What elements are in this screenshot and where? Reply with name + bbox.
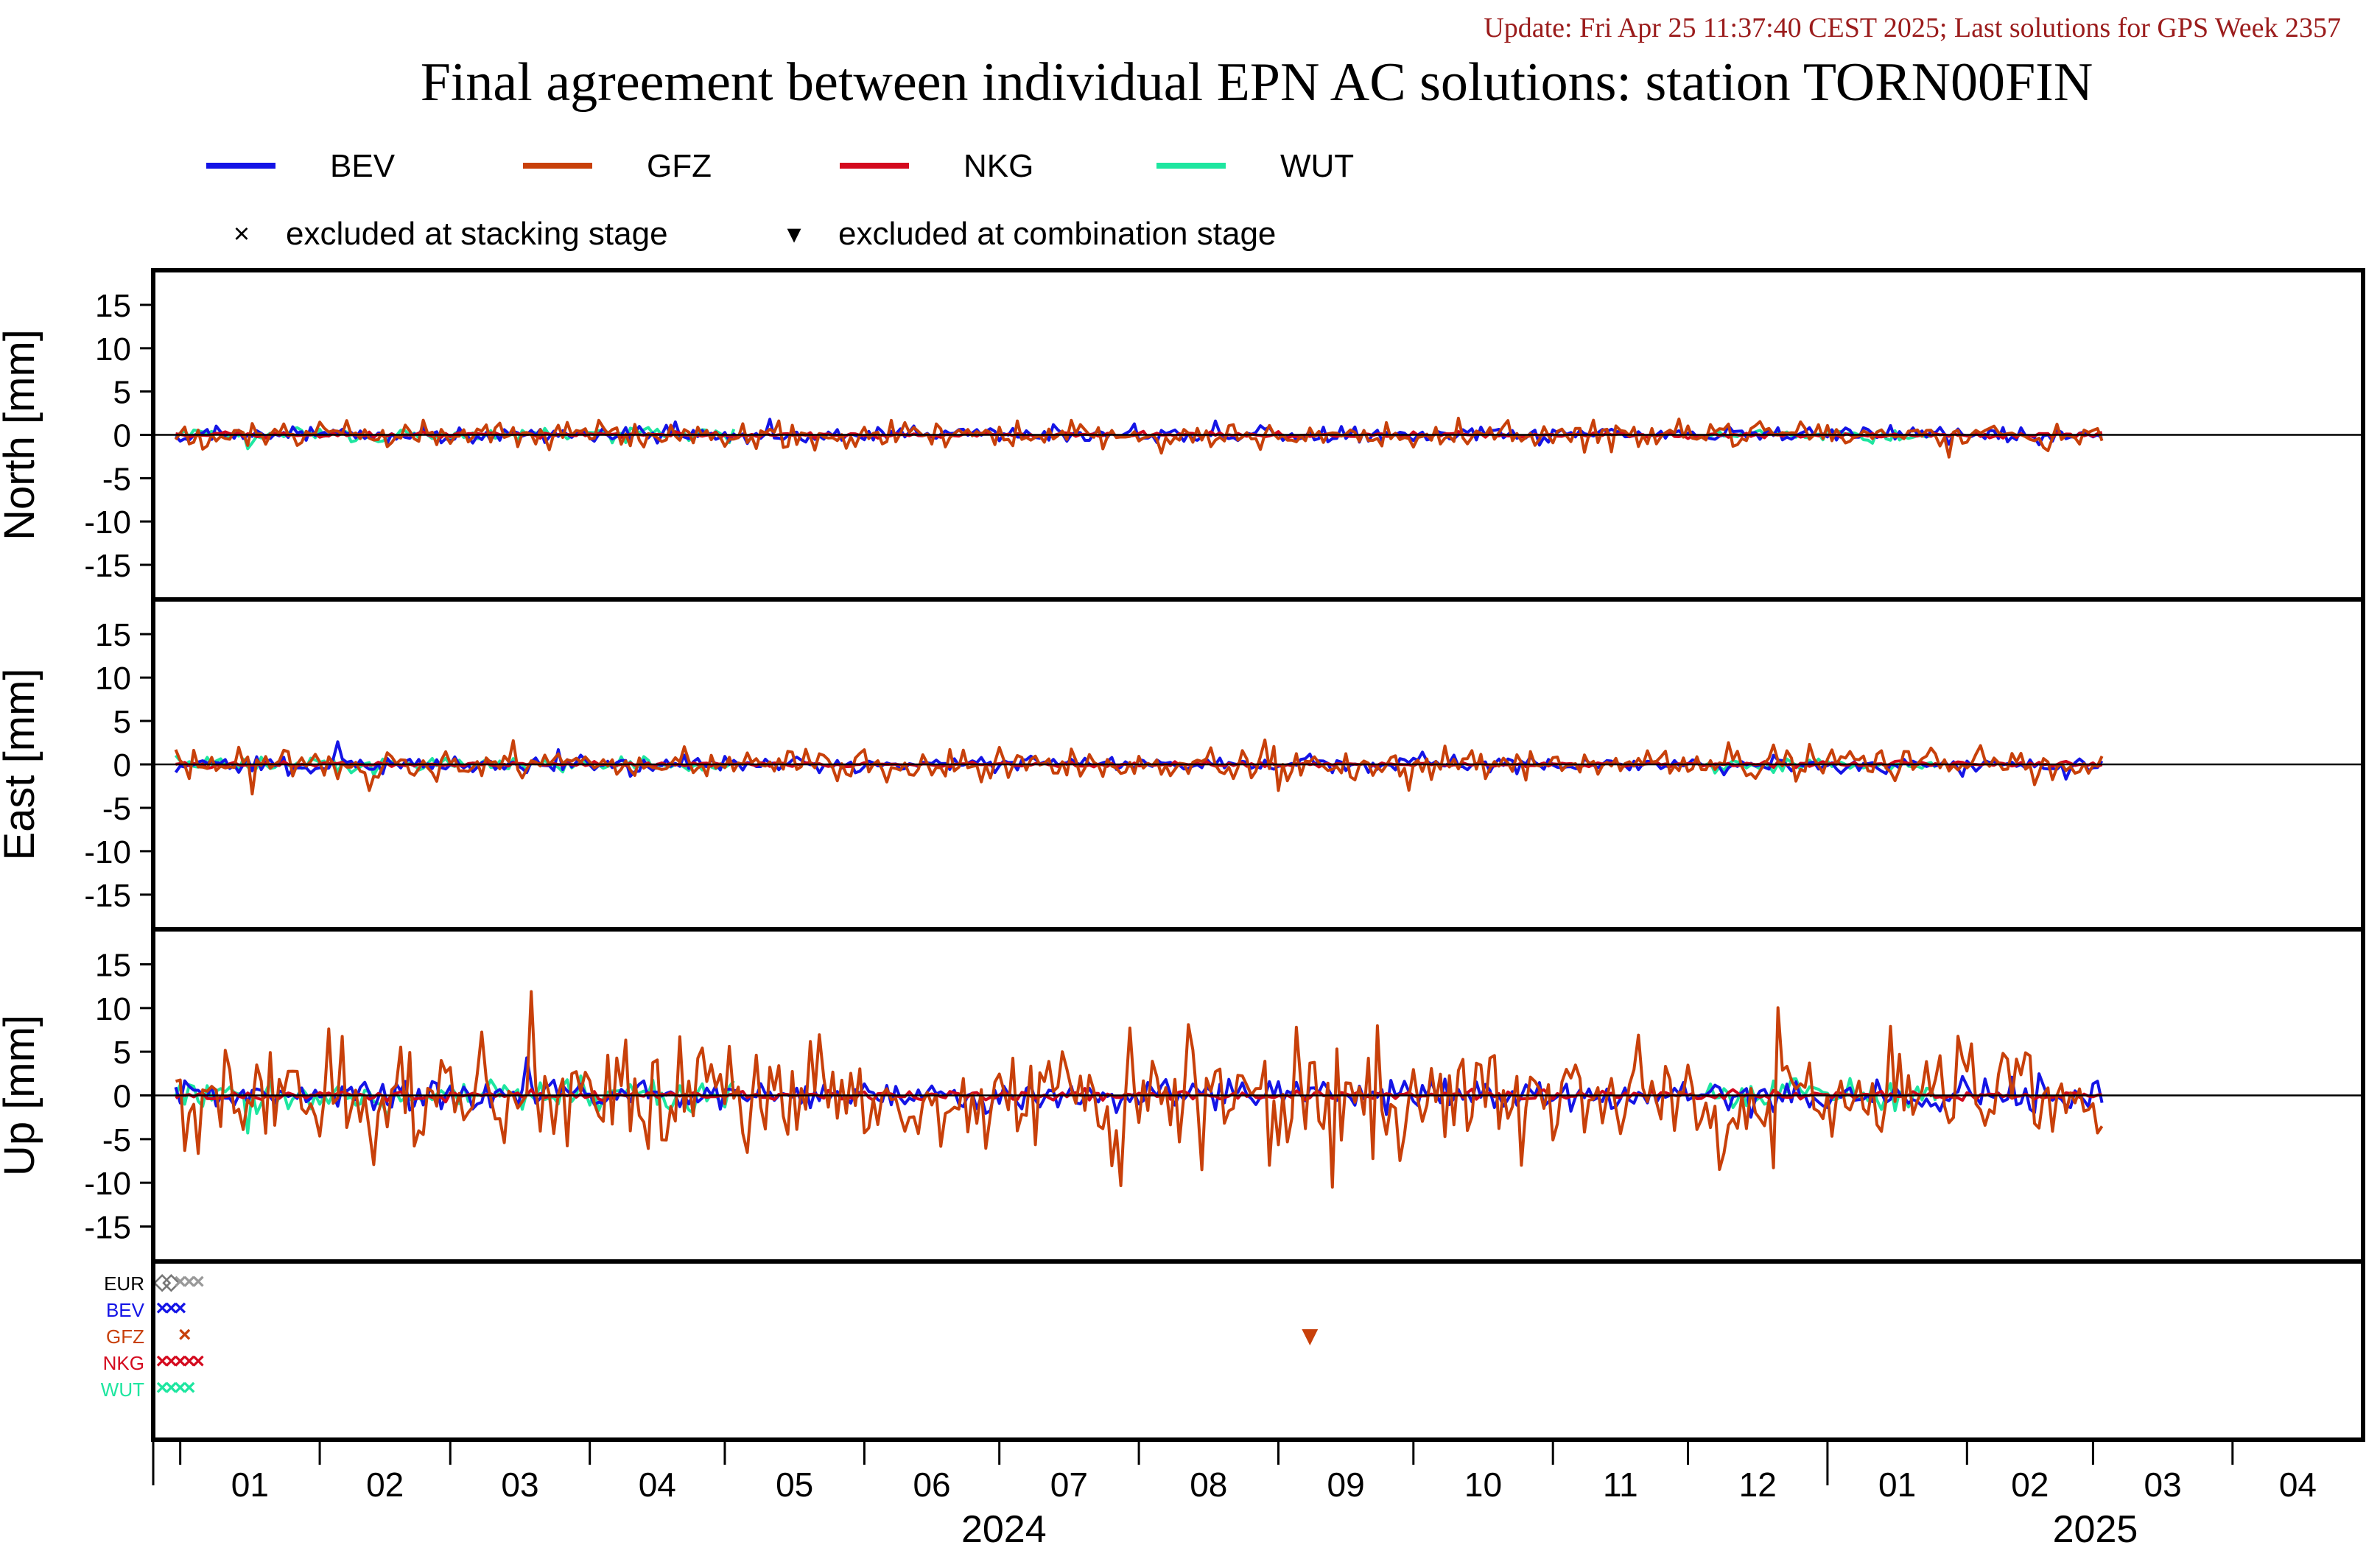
y-tick-label: 15 — [95, 288, 131, 324]
y-tick-label: -5 — [102, 461, 131, 497]
stacking-exclusion-marker: × — [165, 1376, 178, 1400]
exclusion-row-label: NKG — [103, 1352, 144, 1374]
update-line: Update: Fri Apr 25 11:37:40 CEST 2025; L… — [1484, 13, 2341, 43]
legend-label-gfz: GFZ — [647, 148, 712, 184]
y-tick-label: -15 — [84, 878, 131, 914]
panel-up: 15 10 5 0 -5 -10 -15 Up [mm] — [0, 927, 2365, 1264]
x-month-label: 02 — [2011, 1465, 2049, 1504]
stacking-exclusion-marker: × — [183, 1349, 196, 1373]
y-axis-label: Up [mm] — [0, 1015, 43, 1176]
y-tick-label: -5 — [102, 1122, 131, 1158]
x-month-label: 07 — [1050, 1465, 1088, 1504]
stacking-exclusion-marker: × — [192, 1349, 205, 1373]
y-tick-label: -10 — [84, 504, 131, 541]
x-year-label: 2025 — [2053, 1508, 2138, 1545]
y-tick-label: 0 — [113, 1079, 131, 1115]
stacking-exclusion-marker: × — [192, 1270, 205, 1294]
y-tick-label: 5 — [113, 704, 131, 740]
legend-label-wut: WUT — [1280, 148, 1354, 184]
stacking-exclusion-marker: × — [174, 1296, 187, 1320]
exclusion-row-label: BEV — [106, 1299, 145, 1321]
x-month-label: 06 — [913, 1465, 950, 1504]
stacking-exclusion-marker: × — [155, 1376, 169, 1400]
y-tick-label: 5 — [113, 1035, 131, 1071]
y-tick-label: -15 — [84, 548, 131, 584]
x-month-label: 02 — [366, 1465, 404, 1504]
exclusion-row-label: EUR — [104, 1273, 144, 1295]
stacking-exclusion-marker: × — [174, 1270, 187, 1294]
x-month-label: 03 — [501, 1465, 538, 1504]
x-month-label: 10 — [1464, 1465, 1502, 1504]
x-month-label: 04 — [2279, 1465, 2317, 1504]
y-tick-label: -5 — [102, 791, 131, 827]
y-tick-label: 5 — [113, 375, 131, 411]
x-month-label: 09 — [1327, 1465, 1365, 1504]
combination-exclusion-marker: ▾ — [1302, 1319, 1318, 1351]
exclusion-row-label: WUT — [101, 1379, 144, 1401]
stacking-exclusion-marker: × — [165, 1349, 178, 1373]
y-tick-label: 15 — [95, 617, 131, 653]
y-tick-label: 0 — [113, 747, 131, 784]
x-month-label: 04 — [639, 1465, 676, 1504]
x-axis: 01 02 03 04 05 06 07 08 09 10 11 12 01 02 03 04 2024 2025 — [152, 1440, 2317, 1545]
x-month-label: 01 — [231, 1465, 269, 1504]
stacking-exclusion-marker: × — [174, 1376, 187, 1400]
x-month-label: 01 — [1878, 1465, 1916, 1504]
stacking-exclusion-marker: × — [155, 1349, 169, 1373]
y-tick-label: -10 — [84, 1166, 131, 1202]
panels: 15 10 5 0 -5 -10 -15 North [mm] 15 10 5 0 -5 -10 -15 Ea… — [0, 268, 2365, 1442]
x-month-label: 08 — [1190, 1465, 1227, 1504]
stacking-exclusion-marker: × — [178, 1323, 192, 1347]
chart-title: Final agreement between individual EPN A… — [421, 52, 2093, 113]
x-month-label: 05 — [776, 1465, 813, 1504]
stacking-exclusion-marker: × — [165, 1296, 178, 1320]
y-tick-label: 10 — [95, 331, 131, 367]
x-year-label: 2024 — [961, 1508, 1047, 1545]
legend-marker-symbol: ▾ — [787, 219, 801, 250]
panel-north: 15 10 5 0 -5 -10 -15 North [mm] — [0, 268, 2365, 602]
legend-marker-label: excluded at combination stage — [838, 216, 1276, 252]
y-tick-label: -15 — [84, 1210, 131, 1246]
exclusion-row-label: GFZ — [106, 1326, 144, 1348]
stacking-exclusion-marker: × — [183, 1376, 196, 1400]
panel-east: 15 10 5 0 -5 -10 -15 East [mm] — [0, 597, 2365, 932]
legend-label-nkg: NKG — [963, 148, 1033, 184]
panel-frame — [151, 1259, 2365, 1442]
x-month-label: 11 — [1603, 1465, 1638, 1504]
stacking-exclusion-marker: ◇ — [153, 1270, 172, 1294]
series-line-bev-up — [174, 1056, 2104, 1119]
y-tick-label: 0 — [113, 418, 131, 454]
y-tick-label: -10 — [84, 834, 131, 870]
stacking-exclusion-marker: × — [183, 1270, 196, 1294]
y-axis-label: North [mm] — [0, 329, 43, 541]
x-month-label: 12 — [1739, 1465, 1777, 1504]
legend-marker-symbol: × — [234, 219, 250, 250]
header: Update: Fri Apr 25 11:37:40 CEST 2025; L… — [421, 13, 2341, 113]
stacking-exclusion-marker: × — [155, 1296, 169, 1320]
legend-marker-label: excluded at stacking stage — [286, 216, 668, 252]
y-axis-label: East [mm] — [0, 668, 43, 860]
legend-label-bev: BEV — [330, 148, 396, 184]
legend: BEV GFZ NKG WUT × excluded at stacking stage ▾… — [206, 148, 1354, 252]
stacking-exclusion-marker: ◇ — [162, 1270, 180, 1294]
stacking-exclusion-marker: × — [174, 1349, 187, 1373]
y-tick-label: 10 — [95, 661, 131, 697]
series-line-gfz-north — [174, 416, 2104, 459]
y-tick-label: 15 — [95, 947, 131, 983]
y-tick-label: 10 — [95, 991, 131, 1027]
x-month-label: 03 — [2144, 1465, 2182, 1504]
series-line-gfz-up — [175, 990, 2104, 1189]
